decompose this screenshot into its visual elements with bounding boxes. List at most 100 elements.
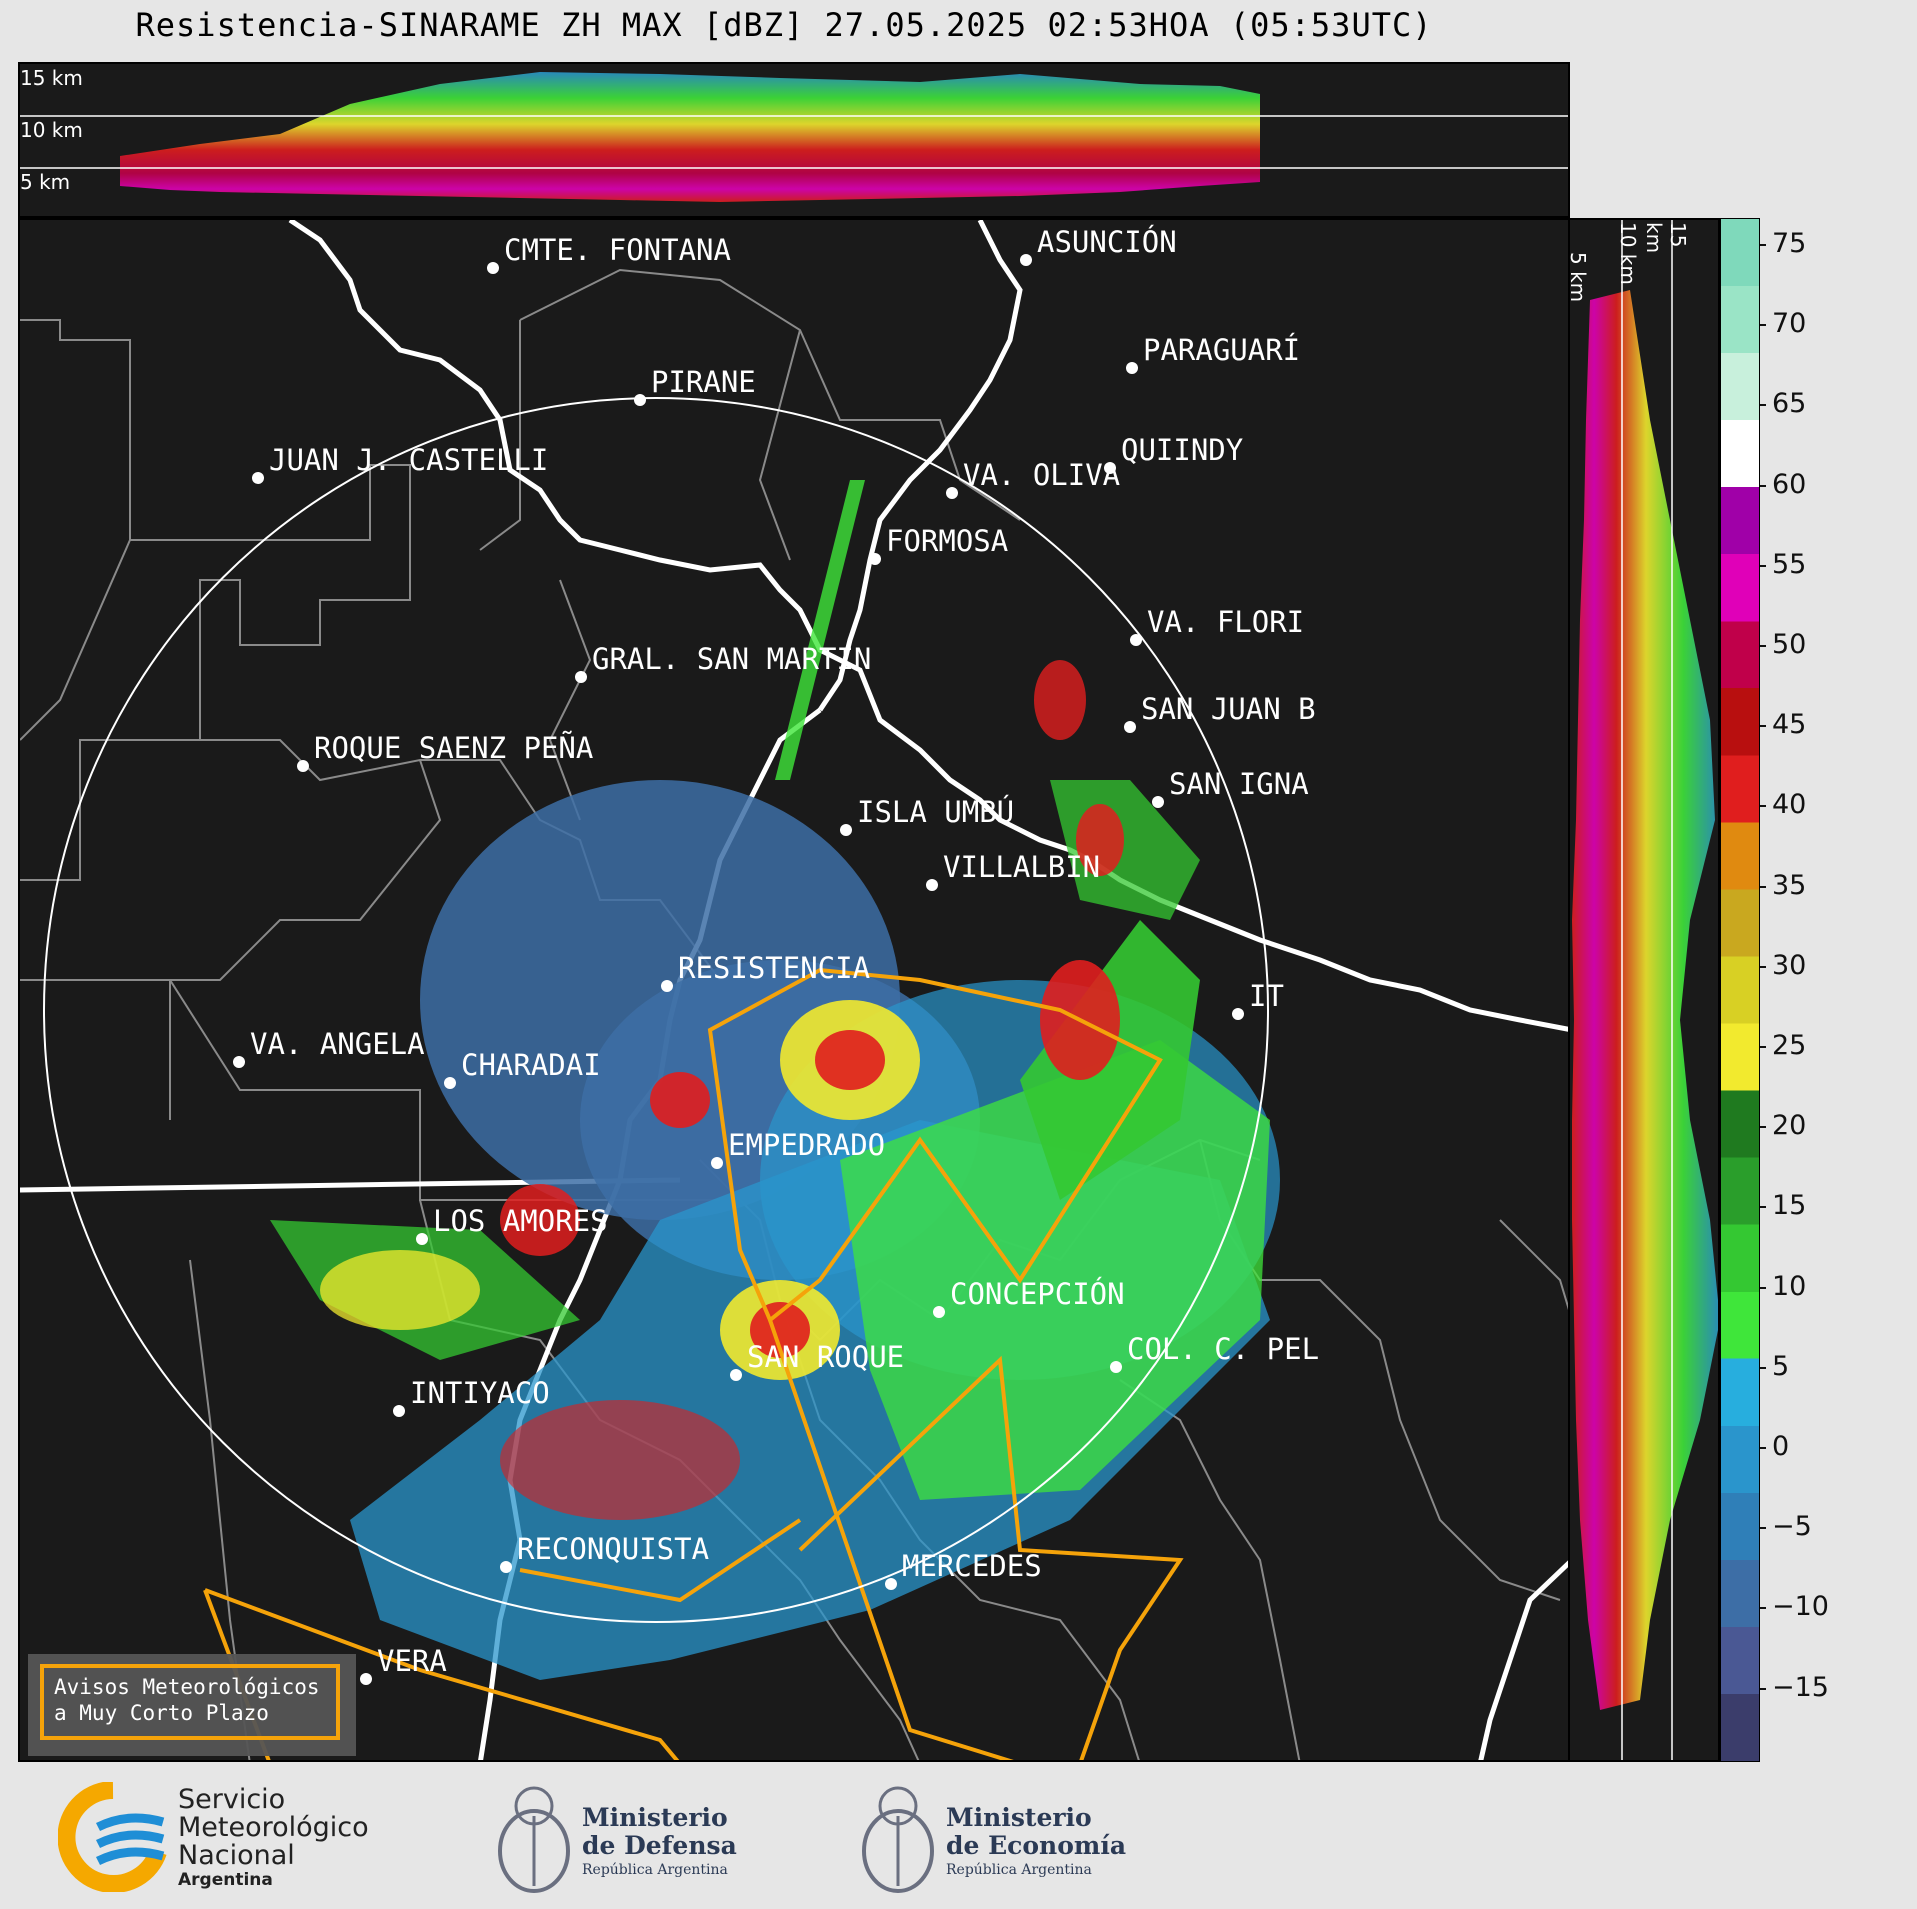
- city-vera: VERA: [360, 1644, 447, 1685]
- city-label: FORMOSA: [886, 524, 1008, 558]
- warnings-legend[interactable]: Avisos Meteorológicos a Muy Corto Plazo: [40, 1664, 340, 1740]
- city-col-c-pel: COL. C. PEL: [1110, 1332, 1319, 1373]
- city-label: VERA: [377, 1644, 447, 1678]
- city-dot: [926, 879, 938, 891]
- city-label: IT: [1249, 979, 1284, 1013]
- city-va-angela: VA. ANGELA: [233, 1027, 425, 1068]
- radar-map-svg: CMTE. FONTANA ASUNCIÓN PIRANE PARAGUARÍ JUAN…: [20, 220, 1568, 1760]
- city-dot: [1020, 254, 1032, 266]
- city-reconquista: RECONQUISTA: [500, 1532, 709, 1573]
- city-concepci-n: CONCEPCIÓN: [933, 1277, 1125, 1318]
- side-5km-label: 5 km: [1570, 252, 1590, 303]
- city-label: GRAL. SAN MARTIN: [592, 642, 871, 676]
- defensa-coat-of-arms-icon: [498, 1786, 570, 1893]
- city-label: VA. FLORI: [1147, 605, 1304, 639]
- city-pirane: PIRANE: [634, 365, 756, 406]
- city-paraguar-: PARAGUARÍ: [1126, 333, 1300, 374]
- city-label: VILLALBIN: [943, 850, 1100, 884]
- city-label: RESISTENCIA: [678, 951, 870, 985]
- city-intiyaco: INTIYACO: [393, 1376, 550, 1417]
- city-cmte-fontana: CMTE. FONTANA: [487, 233, 731, 274]
- city-label: RECONQUISTA: [517, 1532, 709, 1566]
- city-label: JUAN J. CASTELLI: [269, 443, 548, 477]
- city-dot: [933, 1306, 945, 1318]
- city-label: CHARADAI: [461, 1048, 601, 1082]
- map-title: Resistencia-SINARAME ZH MAX [dBZ] 27.05.…: [135, 6, 1433, 44]
- side-cross-section-svg: [1572, 220, 1718, 1760]
- smn-logo-text: Servicio Meteorológico Nacional Argentin…: [178, 1784, 369, 1891]
- side-cross-section-panel: 5 km 10 km 15 km: [1570, 218, 1720, 1762]
- smn-line-2: Meteorológico: [178, 1812, 369, 1843]
- city-quiindy: QUIINDY: [1104, 433, 1243, 474]
- city-juan-j-castelli: JUAN J. CASTELLI: [252, 443, 548, 484]
- city-dot: [840, 824, 852, 836]
- city-va-oliva: VA. OLIVA: [946, 458, 1120, 499]
- city-label: VA. OLIVA: [963, 458, 1120, 492]
- city-resistencia: RESISTENCIA: [661, 951, 870, 992]
- city-asunci-n: ASUNCIÓN: [1020, 225, 1177, 266]
- city-label: SAN ROQUE: [747, 1340, 904, 1374]
- city-dot: [297, 760, 309, 772]
- city-formosa: FORMOSA: [869, 524, 1008, 565]
- side-15km-label: 15 km: [1642, 222, 1690, 254]
- defensa-text: Ministerio de Defensa: [582, 1804, 737, 1860]
- city-label: ISLA UMBÚ: [857, 795, 1014, 829]
- city-gral-san-martin: GRAL. SAN MARTIN: [575, 642, 871, 683]
- city-it: IT: [1232, 979, 1284, 1020]
- radar-echoes: [270, 480, 1280, 1680]
- city-dot: [730, 1369, 742, 1381]
- city-dot: [500, 1561, 512, 1573]
- city-dot: [360, 1673, 372, 1685]
- city-san-igna: SAN IGNA: [1152, 767, 1309, 808]
- legend-line-2: a Muy Corto Plazo: [54, 1701, 269, 1725]
- city-roque-saenz-pe-a: ROQUE SAENZ PEÑA: [297, 731, 593, 772]
- city-label: CONCEPCIÓN: [950, 1277, 1125, 1311]
- city-dot: [946, 487, 958, 499]
- smn-logo-icon: [58, 1782, 167, 1892]
- city-label: LOS AMORES: [433, 1204, 608, 1238]
- city-label: PARAGUARÍ: [1143, 333, 1300, 367]
- city-label: CMTE. FONTANA: [504, 233, 731, 267]
- city-dot: [233, 1056, 245, 1068]
- city-dot: [634, 394, 646, 406]
- city-markers: CMTE. FONTANA ASUNCIÓN PIRANE PARAGUARÍ JUAN…: [233, 225, 1319, 1685]
- city-label: COL. C. PEL: [1127, 1332, 1319, 1366]
- city-charadai: CHARADAI: [444, 1048, 601, 1089]
- city-mercedes: MERCEDES: [885, 1549, 1042, 1590]
- city-va-flori: VA. FLORI: [1130, 605, 1304, 646]
- city-dot: [885, 1578, 897, 1590]
- city-label: EMPEDRADO: [728, 1128, 885, 1162]
- city-dot: [711, 1157, 723, 1169]
- city-dot: [487, 262, 499, 274]
- city-dot: [1152, 796, 1164, 808]
- city-empedrado: EMPEDRADO: [711, 1128, 885, 1169]
- city-villalbin: VILLALBIN: [926, 850, 1100, 891]
- city-dot: [252, 472, 264, 484]
- city-dot: [1124, 721, 1136, 733]
- city-dot: [869, 553, 881, 565]
- side-10km-label: 10 km: [1616, 222, 1640, 285]
- top-15km-label: 15 km: [20, 66, 83, 90]
- smn-line-4: Argentina: [178, 1870, 273, 1890]
- city-label: ROQUE SAENZ PEÑA: [314, 731, 593, 765]
- economia-line-1: Ministerio: [946, 1803, 1092, 1832]
- side-echo-profile: [1572, 290, 1718, 1710]
- top-cross-section-svg: [20, 72, 1568, 202]
- city-dot: [1110, 1361, 1122, 1373]
- city-dot: [393, 1405, 405, 1417]
- city-dot: [416, 1233, 428, 1245]
- smn-line-3: Nacional: [178, 1840, 295, 1871]
- city-label: MERCEDES: [902, 1549, 1042, 1583]
- smn-line-1: Servicio: [178, 1784, 286, 1815]
- top-10km-label: 10 km: [20, 118, 83, 142]
- city-dot: [575, 671, 587, 683]
- city-dot: [444, 1077, 456, 1089]
- economia-coat-of-arms-icon: [862, 1786, 934, 1893]
- city-label: VA. ANGELA: [250, 1027, 425, 1061]
- city-isla-umb-: ISLA UMBÚ: [840, 795, 1014, 836]
- city-dot: [1126, 362, 1138, 374]
- city-label: QUIINDY: [1121, 433, 1243, 467]
- city-san-roque: SAN ROQUE: [730, 1340, 904, 1381]
- radar-map-panel[interactable]: CMTE. FONTANA ASUNCIÓN PIRANE PARAGUARÍ JUAN…: [18, 218, 1570, 1762]
- city-label: INTIYACO: [410, 1376, 550, 1410]
